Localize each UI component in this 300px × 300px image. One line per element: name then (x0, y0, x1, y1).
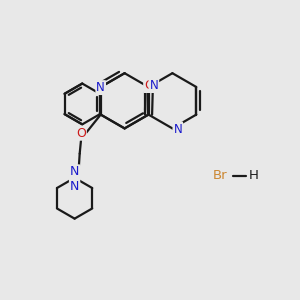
Text: N: N (173, 122, 182, 136)
Text: Br: Br (213, 169, 228, 182)
Text: O: O (144, 79, 154, 92)
Text: N: N (70, 179, 79, 193)
Text: N: N (149, 79, 158, 92)
Text: N: N (70, 165, 79, 178)
Text: O: O (76, 127, 86, 140)
Text: H: H (249, 169, 258, 182)
Text: N: N (96, 81, 105, 94)
